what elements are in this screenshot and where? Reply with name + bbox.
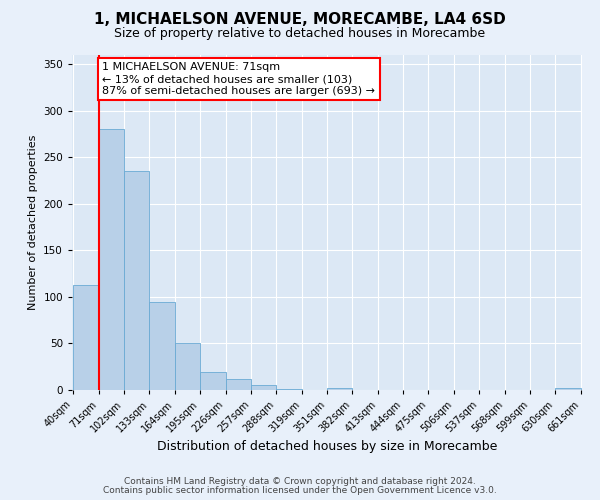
Bar	[556, 388, 581, 390]
Bar	[149, 302, 175, 390]
Bar	[327, 388, 352, 390]
Bar	[175, 344, 200, 390]
Text: 1, MICHAELSON AVENUE, MORECAMBE, LA4 6SD: 1, MICHAELSON AVENUE, MORECAMBE, LA4 6SD	[94, 12, 506, 28]
Y-axis label: Number of detached properties: Number of detached properties	[28, 135, 38, 310]
Bar	[276, 389, 302, 390]
Bar	[124, 172, 149, 390]
Bar	[73, 285, 98, 390]
Bar	[200, 372, 226, 390]
Text: Size of property relative to detached houses in Morecambe: Size of property relative to detached ho…	[115, 28, 485, 40]
Text: Contains HM Land Registry data © Crown copyright and database right 2024.: Contains HM Land Registry data © Crown c…	[124, 477, 476, 486]
Bar	[251, 386, 276, 390]
Text: Contains public sector information licensed under the Open Government Licence v3: Contains public sector information licen…	[103, 486, 497, 495]
X-axis label: Distribution of detached houses by size in Morecambe: Distribution of detached houses by size …	[157, 440, 497, 452]
Bar	[98, 130, 124, 390]
Bar	[226, 379, 251, 390]
Text: 1 MICHAELSON AVENUE: 71sqm
← 13% of detached houses are smaller (103)
87% of sem: 1 MICHAELSON AVENUE: 71sqm ← 13% of deta…	[103, 62, 376, 96]
